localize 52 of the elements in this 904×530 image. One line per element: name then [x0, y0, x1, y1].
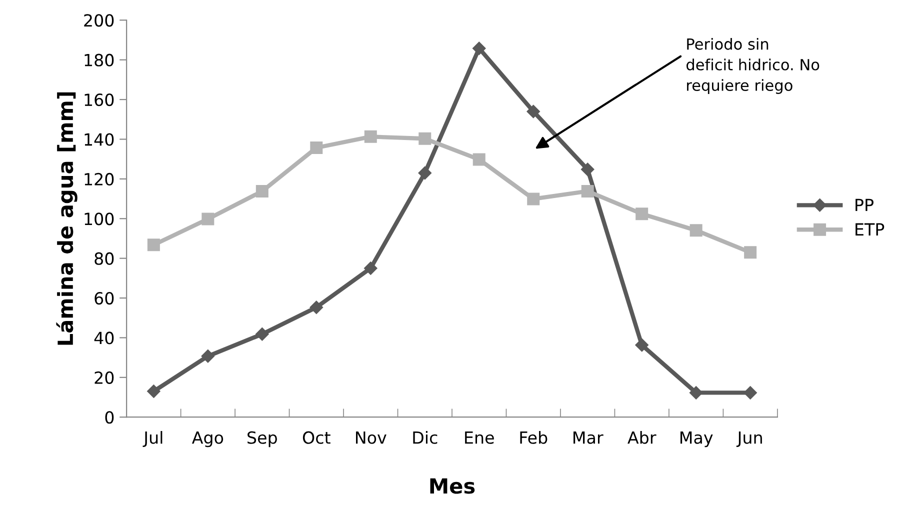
- y-tick-label: 140: [84, 133, 114, 146]
- y-tick-label: 80: [94, 252, 114, 265]
- x-tick-label: Abr: [628, 431, 656, 444]
- point: [744, 386, 757, 400]
- point: [527, 192, 540, 206]
- point: [418, 166, 432, 180]
- y-tick-label: 200: [84, 14, 114, 27]
- x-tick-label: Oct: [302, 431, 330, 444]
- point: [310, 300, 323, 314]
- point: [364, 262, 378, 275]
- point: [472, 153, 486, 166]
- point: [581, 184, 594, 198]
- point: [635, 338, 648, 352]
- point: [201, 350, 215, 363]
- x-tick-label: Ene: [465, 432, 494, 444]
- x-tick-label: Jun: [736, 432, 762, 447]
- y-tick-label: 60: [94, 292, 114, 305]
- annotation: Periodo sin deficit hidrico. No requiere riego: [686, 38, 820, 94]
- point: [147, 238, 160, 252]
- point: [310, 142, 323, 154]
- x-tick-label: Ago: [192, 432, 224, 448]
- point: [690, 224, 702, 237]
- point: [636, 208, 648, 220]
- x-tick-label: Nov: [356, 432, 386, 444]
- y-tick-label: 40: [94, 332, 114, 344]
- point: [744, 246, 757, 259]
- point: [256, 184, 268, 198]
- point: [418, 132, 432, 145]
- y-tick-label: 180: [84, 54, 114, 66]
- y-tick-label: 120: [84, 172, 114, 186]
- x-tick-label: Dic: [413, 431, 438, 444]
- y-axis-title: Lámina de agua [mm]: [56, 92, 78, 345]
- x-tick-label: Feb: [520, 431, 548, 444]
- x-axis-title: Mes: [430, 478, 475, 494]
- point: [689, 386, 703, 400]
- legend-label: ETP: [856, 223, 884, 236]
- point: [581, 162, 594, 176]
- y-tick-label: 0: [105, 411, 114, 424]
- y-tick-label: 160: [84, 93, 114, 106]
- point: [147, 384, 160, 398]
- x-tick-label: May: [680, 432, 713, 448]
- legend-label: PP: [856, 198, 874, 211]
- x-tick-label: Mar: [574, 432, 604, 444]
- x-tick-label: Jul: [142, 431, 162, 447]
- point: [526, 104, 540, 118]
- y-tick-label: 20: [94, 371, 114, 384]
- point: [256, 328, 269, 341]
- point: [202, 212, 214, 226]
- point: [472, 42, 486, 55]
- point: [364, 130, 377, 143]
- y-tick-label: 100: [84, 212, 114, 226]
- x-tick-label: Sep: [248, 431, 277, 448]
